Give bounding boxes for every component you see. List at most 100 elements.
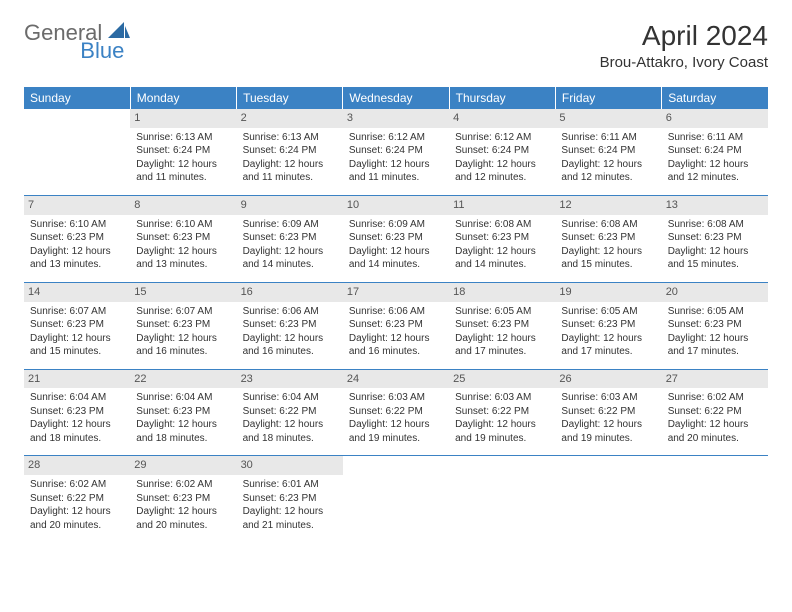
sunset-text: Sunset: 6:22 PM <box>349 405 443 419</box>
calendar-day-cell <box>24 109 130 195</box>
calendar-day-cell: 12Sunrise: 6:08 AMSunset: 6:23 PMDayligh… <box>555 195 661 282</box>
daylight-text: Daylight: 12 hours <box>30 418 124 432</box>
sunset-text: Sunset: 6:22 PM <box>668 405 762 419</box>
daylight-text: and 20 minutes. <box>668 432 762 446</box>
calendar-day-cell: 21Sunrise: 6:04 AMSunset: 6:23 PMDayligh… <box>24 369 130 456</box>
calendar-week-row: 21Sunrise: 6:04 AMSunset: 6:23 PMDayligh… <box>24 369 768 456</box>
sunset-text: Sunset: 6:23 PM <box>455 318 549 332</box>
calendar-day-cell: 8Sunrise: 6:10 AMSunset: 6:23 PMDaylight… <box>130 195 236 282</box>
calendar-week-row: 1Sunrise: 6:13 AMSunset: 6:24 PMDaylight… <box>24 109 768 195</box>
daylight-text: and 21 minutes. <box>243 519 337 533</box>
day-number: 26 <box>555 370 661 389</box>
day-number: 5 <box>555 109 661 128</box>
daylight-text: Daylight: 12 hours <box>30 505 124 519</box>
sunrise-text: Sunrise: 6:05 AM <box>561 305 655 319</box>
sunrise-text: Sunrise: 6:03 AM <box>561 391 655 405</box>
daylight-text: Daylight: 12 hours <box>30 245 124 259</box>
daylight-text: Daylight: 12 hours <box>561 158 655 172</box>
calendar-day-cell: 10Sunrise: 6:09 AMSunset: 6:23 PMDayligh… <box>343 195 449 282</box>
day-number: 14 <box>24 283 130 302</box>
calendar-day-cell <box>662 456 768 542</box>
daylight-text: Daylight: 12 hours <box>30 332 124 346</box>
daylight-text: Daylight: 12 hours <box>455 332 549 346</box>
daylight-text: and 13 minutes. <box>30 258 124 272</box>
calendar-day-cell: 16Sunrise: 6:06 AMSunset: 6:23 PMDayligh… <box>237 282 343 369</box>
daylight-text: Daylight: 12 hours <box>243 158 337 172</box>
daylight-text: and 13 minutes. <box>136 258 230 272</box>
daylight-text: Daylight: 12 hours <box>136 505 230 519</box>
sunrise-text: Sunrise: 6:10 AM <box>30 218 124 232</box>
day-number: 10 <box>343 196 449 215</box>
sunset-text: Sunset: 6:23 PM <box>136 492 230 506</box>
calendar-day-cell: 29 Sunrise: 6:02 AMSunset: 6:23 PMDayligh… <box>130 456 236 542</box>
day-number: 25 <box>449 370 555 389</box>
day-number: 2 <box>237 109 343 128</box>
sunrise-text: Sunrise: 6:08 AM <box>561 218 655 232</box>
day-number: 22 <box>130 370 236 389</box>
calendar-table: SundayMondayTuesdayWednesdayThursdayFrid… <box>24 87 768 542</box>
calendar-day-cell <box>555 456 661 542</box>
calendar-day-cell: 23Sunrise: 6:04 AMSunset: 6:22 PMDayligh… <box>237 369 343 456</box>
day-number: 29 <box>130 456 236 475</box>
daylight-text: and 17 minutes. <box>455 345 549 359</box>
weekday-header: Friday <box>555 87 661 109</box>
calendar-day-cell: 5Sunrise: 6:11 AMSunset: 6:24 PMDaylight… <box>555 109 661 195</box>
daylight-text: and 11 minutes. <box>243 171 337 185</box>
sunrise-text: Sunrise: 6:06 AM <box>243 305 337 319</box>
daylight-text: Daylight: 12 hours <box>243 245 337 259</box>
daylight-text: and 14 minutes. <box>243 258 337 272</box>
calendar-day-cell: 18Sunrise: 6:05 AMSunset: 6:23 PMDayligh… <box>449 282 555 369</box>
sunrise-text: Sunrise: 6:03 AM <box>455 391 549 405</box>
day-number: 9 <box>237 196 343 215</box>
daylight-text: Daylight: 12 hours <box>349 158 443 172</box>
sunrise-text: Sunrise: 6:13 AM <box>136 131 230 145</box>
sunset-text: Sunset: 6:23 PM <box>30 405 124 419</box>
sunset-text: Sunset: 6:24 PM <box>136 144 230 158</box>
sunrise-text: Sunrise: 6:02 AM <box>136 478 230 492</box>
sunset-text: Sunset: 6:22 PM <box>30 492 124 506</box>
daylight-text: Daylight: 12 hours <box>668 245 762 259</box>
calendar-day-cell: 28Sunrise: 6:02 AMSunset: 6:22 PMDayligh… <box>24 456 130 542</box>
day-number: 13 <box>662 196 768 215</box>
daylight-text: Daylight: 12 hours <box>455 418 549 432</box>
daylight-text: Daylight: 12 hours <box>668 332 762 346</box>
day-number: 4 <box>449 109 555 128</box>
day-number: 11 <box>449 196 555 215</box>
sunrise-text: Sunrise: 6:06 AM <box>349 305 443 319</box>
day-number: 7 <box>24 196 130 215</box>
sunrise-text: Sunrise: 6:02 AM <box>30 478 124 492</box>
sunrise-text: Sunrise: 6:13 AM <box>243 131 337 145</box>
sunset-text: Sunset: 6:23 PM <box>136 405 230 419</box>
logo: General Blue <box>24 20 156 46</box>
title-block: April 2024 Brou-Attakro, Ivory Coast <box>600 20 768 71</box>
sunrise-text: Sunrise: 6:05 AM <box>668 305 762 319</box>
sunset-text: Sunset: 6:23 PM <box>668 231 762 245</box>
daylight-text: and 19 minutes. <box>561 432 655 446</box>
daylight-text: Daylight: 12 hours <box>561 418 655 432</box>
day-number: 17 <box>343 283 449 302</box>
sunrise-text: Sunrise: 6:07 AM <box>136 305 230 319</box>
sunrise-text: Sunrise: 6:02 AM <box>668 391 762 405</box>
sunrise-text: Sunrise: 6:04 AM <box>136 391 230 405</box>
day-number: 24 <box>343 370 449 389</box>
calendar-day-cell: 15Sunrise: 6:07 AMSunset: 6:23 PMDayligh… <box>130 282 236 369</box>
daylight-text: and 11 minutes. <box>136 171 230 185</box>
daylight-text: and 14 minutes. <box>455 258 549 272</box>
daylight-text: and 15 minutes. <box>30 345 124 359</box>
daylight-text: Daylight: 12 hours <box>136 332 230 346</box>
weekday-header: Saturday <box>662 87 768 109</box>
calendar-day-cell: 14Sunrise: 6:07 AMSunset: 6:23 PMDayligh… <box>24 282 130 369</box>
sunrise-text: Sunrise: 6:07 AM <box>30 305 124 319</box>
logo-text-blue: Blue <box>80 38 124 64</box>
daylight-text: and 17 minutes. <box>668 345 762 359</box>
sunset-text: Sunset: 6:24 PM <box>455 144 549 158</box>
calendar-day-cell: 17Sunrise: 6:06 AMSunset: 6:23 PMDayligh… <box>343 282 449 369</box>
sunrise-text: Sunrise: 6:04 AM <box>30 391 124 405</box>
day-number: 30 <box>237 456 343 475</box>
weekday-header: Sunday <box>24 87 130 109</box>
daylight-text: Daylight: 12 hours <box>243 505 337 519</box>
daylight-text: Daylight: 12 hours <box>455 245 549 259</box>
day-number: 8 <box>130 196 236 215</box>
daylight-text: and 12 minutes. <box>561 171 655 185</box>
daylight-text: and 16 minutes. <box>349 345 443 359</box>
